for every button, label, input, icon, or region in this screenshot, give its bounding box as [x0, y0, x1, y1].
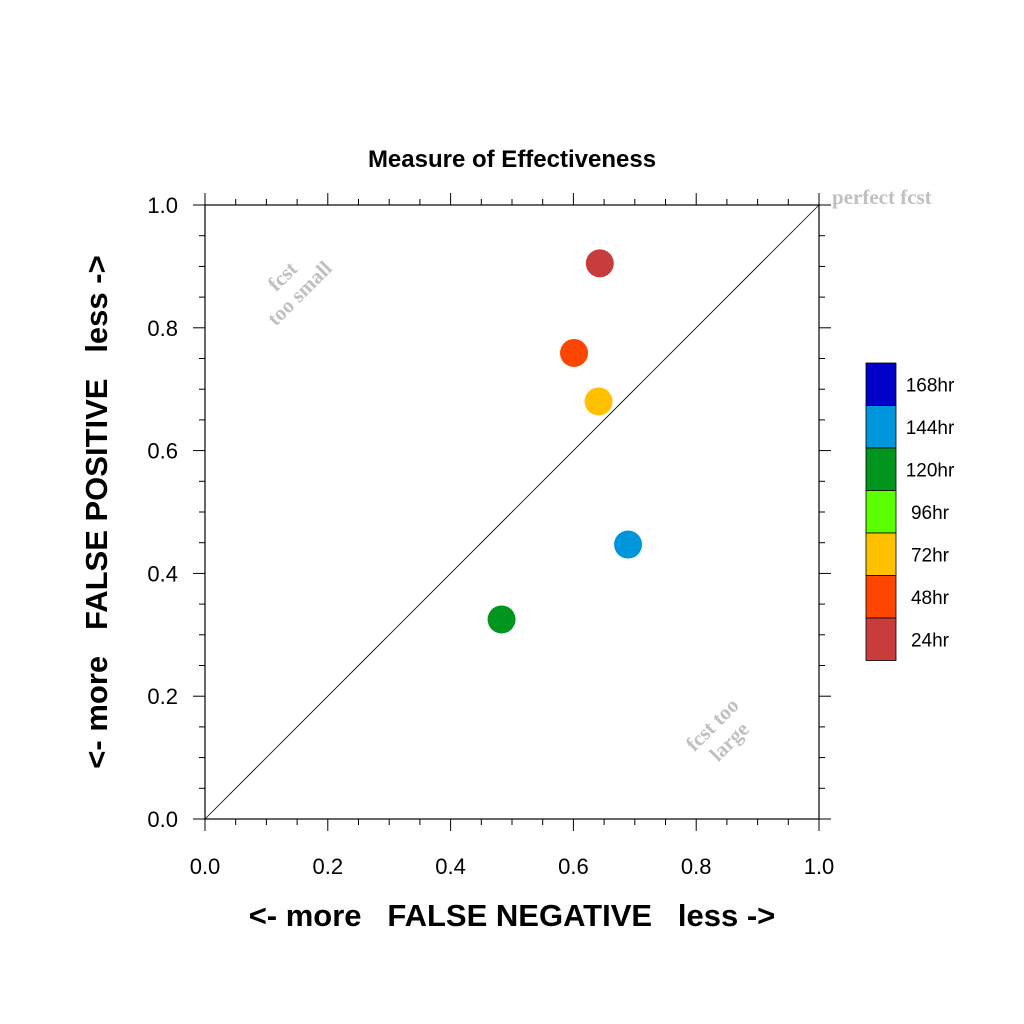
x-tick-label: 1.0: [804, 854, 835, 879]
legend-label: 24hr: [911, 630, 950, 651]
legend-swatch: [865, 490, 897, 534]
y-axis-title: <- more FALSE POSITIVE less ->: [79, 255, 114, 768]
y-tick-label: 0.4: [147, 561, 178, 586]
perfect-fcst-line: [204, 204, 820, 820]
legend-swatch: [865, 617, 897, 661]
data-point-144hr: [614, 530, 643, 559]
data-point-48hr: [560, 338, 589, 367]
legend-label: 72hr: [911, 545, 950, 566]
x-tick-label: 0.8: [681, 854, 712, 879]
axis-ticks: 0.0 0.2 0.4 0.6 0.8 1.0 0.0 0.2 0.4 0.6 0.8 1.0: [147, 193, 834, 879]
plot-content: [204, 204, 820, 820]
data-point-72hr: [584, 387, 613, 416]
x-axis-title: <- more FALSE NEGATIVE less ->: [249, 898, 776, 933]
data-point-24hr: [585, 249, 614, 278]
y-tick-label: 0.2: [147, 684, 178, 709]
y-tick-label: 0.8: [147, 316, 178, 341]
x-tick-label: 0.6: [558, 854, 589, 879]
legend-swatch: [865, 532, 897, 576]
legend-label: 96hr: [911, 503, 950, 524]
y-tick-label: 0.0: [147, 807, 178, 832]
legend-swatch: [865, 405, 897, 449]
legend-label: 168hr: [906, 375, 955, 396]
legend-label: 144hr: [906, 418, 955, 439]
legend-label: 120hr: [906, 460, 955, 481]
diagonal-label: perfect fcst: [832, 185, 932, 209]
y-tick-label: 1.0: [147, 193, 178, 218]
chart-title: Measure of Effectiveness: [368, 146, 656, 173]
y-tick-label: 0.6: [147, 439, 178, 464]
x-tick-label: 0.2: [313, 854, 344, 879]
legend-swatch: [865, 362, 897, 406]
legend-label: 48hr: [911, 588, 950, 609]
data-point-120hr: [487, 605, 516, 634]
x-tick-label: 0.4: [435, 854, 466, 879]
legend: 168hr 144hr 120hr 96hr 72hr 48hr 24hr: [865, 362, 955, 661]
legend-swatch: [865, 447, 897, 491]
legend-swatch: [865, 575, 897, 619]
x-tick-label: 0.0: [190, 854, 221, 879]
